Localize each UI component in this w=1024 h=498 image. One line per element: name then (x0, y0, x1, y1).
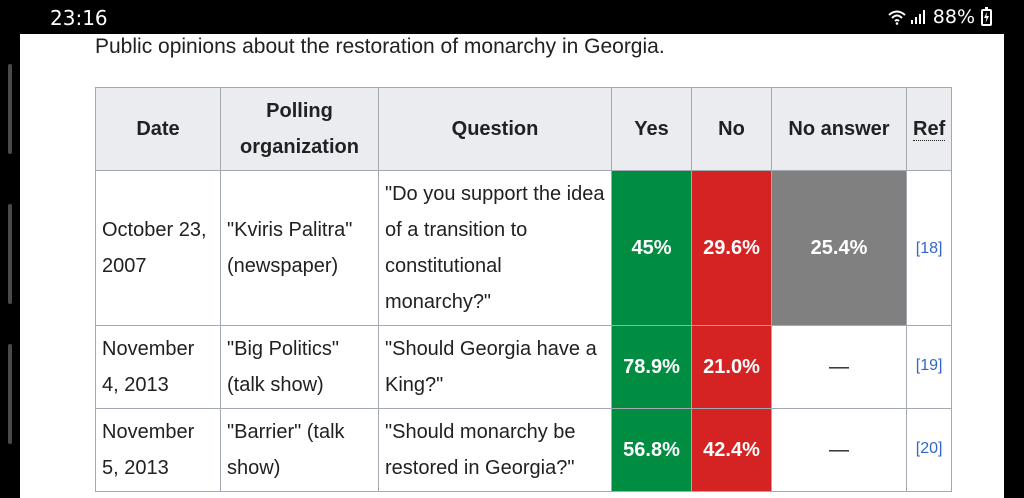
page-content: Public opinions about the restoration of… (20, 34, 1004, 498)
table-row: October 23, 2007 "Kviris Palitra" (newsp… (95, 170, 953, 326)
table-row: November 5, 2013 "Barrier" (talk show) "… (95, 408, 953, 492)
cell-question: "Should monarchy be restored in Georgia?… (378, 408, 612, 492)
header-polling-organization[interactable]: Polling organization (220, 87, 379, 171)
header-no-answer[interactable]: No answer (771, 87, 907, 171)
ref-abbreviation: Ref (913, 117, 946, 141)
cell-no: 29.6% (691, 170, 772, 326)
status-bar: 23:16 88% (0, 0, 1024, 34)
cell-date: November 4, 2013 (95, 325, 221, 409)
cell-organization: "Big Politics" (talk show) (220, 325, 379, 409)
signal-icon (910, 10, 925, 24)
left-edge-handle[interactable] (8, 344, 12, 444)
cell-yes: 56.8% (611, 408, 692, 492)
reference-link[interactable]: [19] (915, 357, 943, 374)
cell-ref: [19] (905, 325, 953, 409)
reference-link[interactable]: [20] (915, 440, 943, 457)
table-caption: Public opinions about the restoration of… (95, 35, 665, 58)
cell-no-answer: 25.4% (771, 170, 907, 326)
left-edge-panel (0, 34, 20, 498)
header-yes[interactable]: Yes (611, 87, 692, 171)
header-ref[interactable]: Ref (905, 87, 953, 171)
status-clock: 23:16 (50, 6, 108, 30)
cell-yes: 78.9% (611, 325, 692, 409)
wifi-icon (888, 10, 906, 25)
cell-organization: "Kviris Palitra" (newspaper) (220, 170, 379, 326)
header-date[interactable]: Date (95, 87, 221, 171)
left-edge-handle[interactable] (8, 64, 12, 154)
cell-question: "Should Georgia have a King?" (378, 325, 612, 409)
cell-yes: 45% (611, 170, 692, 326)
battery-percent: 88% (932, 6, 975, 28)
reference-link[interactable]: [18] (915, 240, 943, 257)
left-edge-handle[interactable] (8, 204, 12, 304)
cell-no-answer: — (771, 325, 907, 409)
cell-no: 21.0% (691, 325, 772, 409)
cell-organization: "Barrier" (talk show) (220, 408, 379, 492)
table-row: November 4, 2013 "Big Politics" (talk sh… (95, 325, 953, 409)
cell-question: "Do you support the idea of a transition… (378, 170, 612, 326)
header-no[interactable]: No (691, 87, 772, 171)
cell-no: 42.4% (691, 408, 772, 492)
poll-table: Date Polling organization Question Yes N… (95, 87, 953, 492)
cell-no-answer: — (771, 408, 907, 492)
battery-charging-icon (981, 6, 992, 26)
cell-date: October 23, 2007 (95, 170, 221, 326)
right-edge-panel (1004, 34, 1024, 498)
cell-date: November 5, 2013 (95, 408, 221, 492)
status-icons: 88% (887, 6, 992, 28)
header-question[interactable]: Question (378, 87, 612, 171)
cell-ref: [18] (905, 170, 953, 326)
cell-ref: [20] (905, 408, 953, 492)
